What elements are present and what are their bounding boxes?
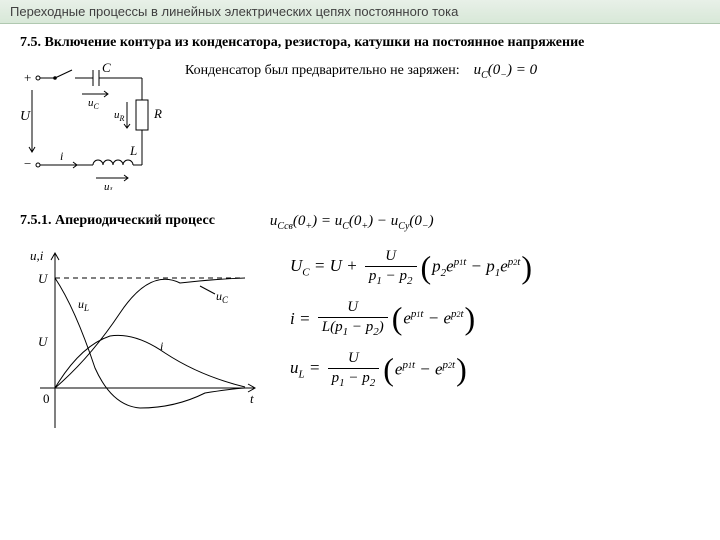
- subsection-row: 7.5.1. Апериодический процесс uCсв(0+) =…: [20, 213, 700, 232]
- page-title-bar: Переходные процессы в линейных электриче…: [0, 0, 720, 24]
- equations-block: UC = U + U p1 − p2 ( p2ep1t − p1ep2t ) i…: [290, 238, 533, 401]
- subsection-title-text: Апериодический процесс: [55, 213, 215, 228]
- l-label: L: [129, 143, 137, 158]
- section-title: 7.5. Включение контура из конденсатора, …: [20, 34, 700, 52]
- r-label: R: [153, 106, 162, 121]
- u-label: U: [20, 109, 31, 124]
- origin-label: 0: [43, 391, 50, 406]
- u-mid-label: U: [38, 334, 49, 349]
- minus-label: −: [24, 156, 31, 171]
- desc-sentence: Конденсатор был предварительно не заряже…: [185, 63, 460, 78]
- section-number: 7.5.: [20, 35, 41, 50]
- subsection-number: 7.5.1.: [20, 213, 52, 228]
- description: Конденсатор был предварительно не заряже…: [185, 60, 537, 81]
- ul-label: uL: [104, 181, 115, 190]
- graph-and-equations-row: u,i t 0 U U uC uL i UC = U + U p1 − p2: [20, 238, 700, 453]
- transient-graph: u,i t 0 U U uC uL i: [20, 238, 270, 453]
- y-axis-label: u,i: [30, 248, 44, 263]
- subsection-title: 7.5.1. Апериодический процесс: [20, 213, 215, 229]
- content-area: 7.5. Включение контура из конденсатора, …: [0, 24, 720, 463]
- desc-formula: uC(0−) = 0: [474, 62, 538, 78]
- section-title-text: Включение контура из конденсатора, резис…: [45, 35, 585, 50]
- ul-curve-label: uL: [78, 297, 89, 313]
- circuit-diagram: + − U C R L i uC uR uL: [20, 60, 170, 195]
- i-curve-label: i: [160, 339, 163, 353]
- i-label: i: [60, 149, 63, 163]
- equation-ul: uL = U p1 − p2 ( ep1t − ep2t ): [290, 350, 533, 389]
- circuit-and-desc-row: + − U C R L i uC uR uL Конденсатор был п…: [20, 60, 700, 195]
- equation-i: i = U L(p1 − p2) ( ep1t − ep2t ): [290, 299, 533, 338]
- equation-uc: UC = U + U p1 − p2 ( p2ep1t − p1ep2t ): [290, 248, 533, 287]
- plus-label: +: [24, 70, 31, 85]
- subsection-formula: uCсв(0+) = uC(0+) − uCу(0−): [240, 213, 434, 232]
- uc-label: uC: [88, 97, 100, 111]
- c-label: C: [102, 60, 111, 75]
- x-axis-label: t: [250, 391, 254, 406]
- ur-label: uR: [114, 109, 125, 123]
- u-level-label: U: [38, 271, 49, 286]
- uc-curve-label: uC: [216, 289, 229, 305]
